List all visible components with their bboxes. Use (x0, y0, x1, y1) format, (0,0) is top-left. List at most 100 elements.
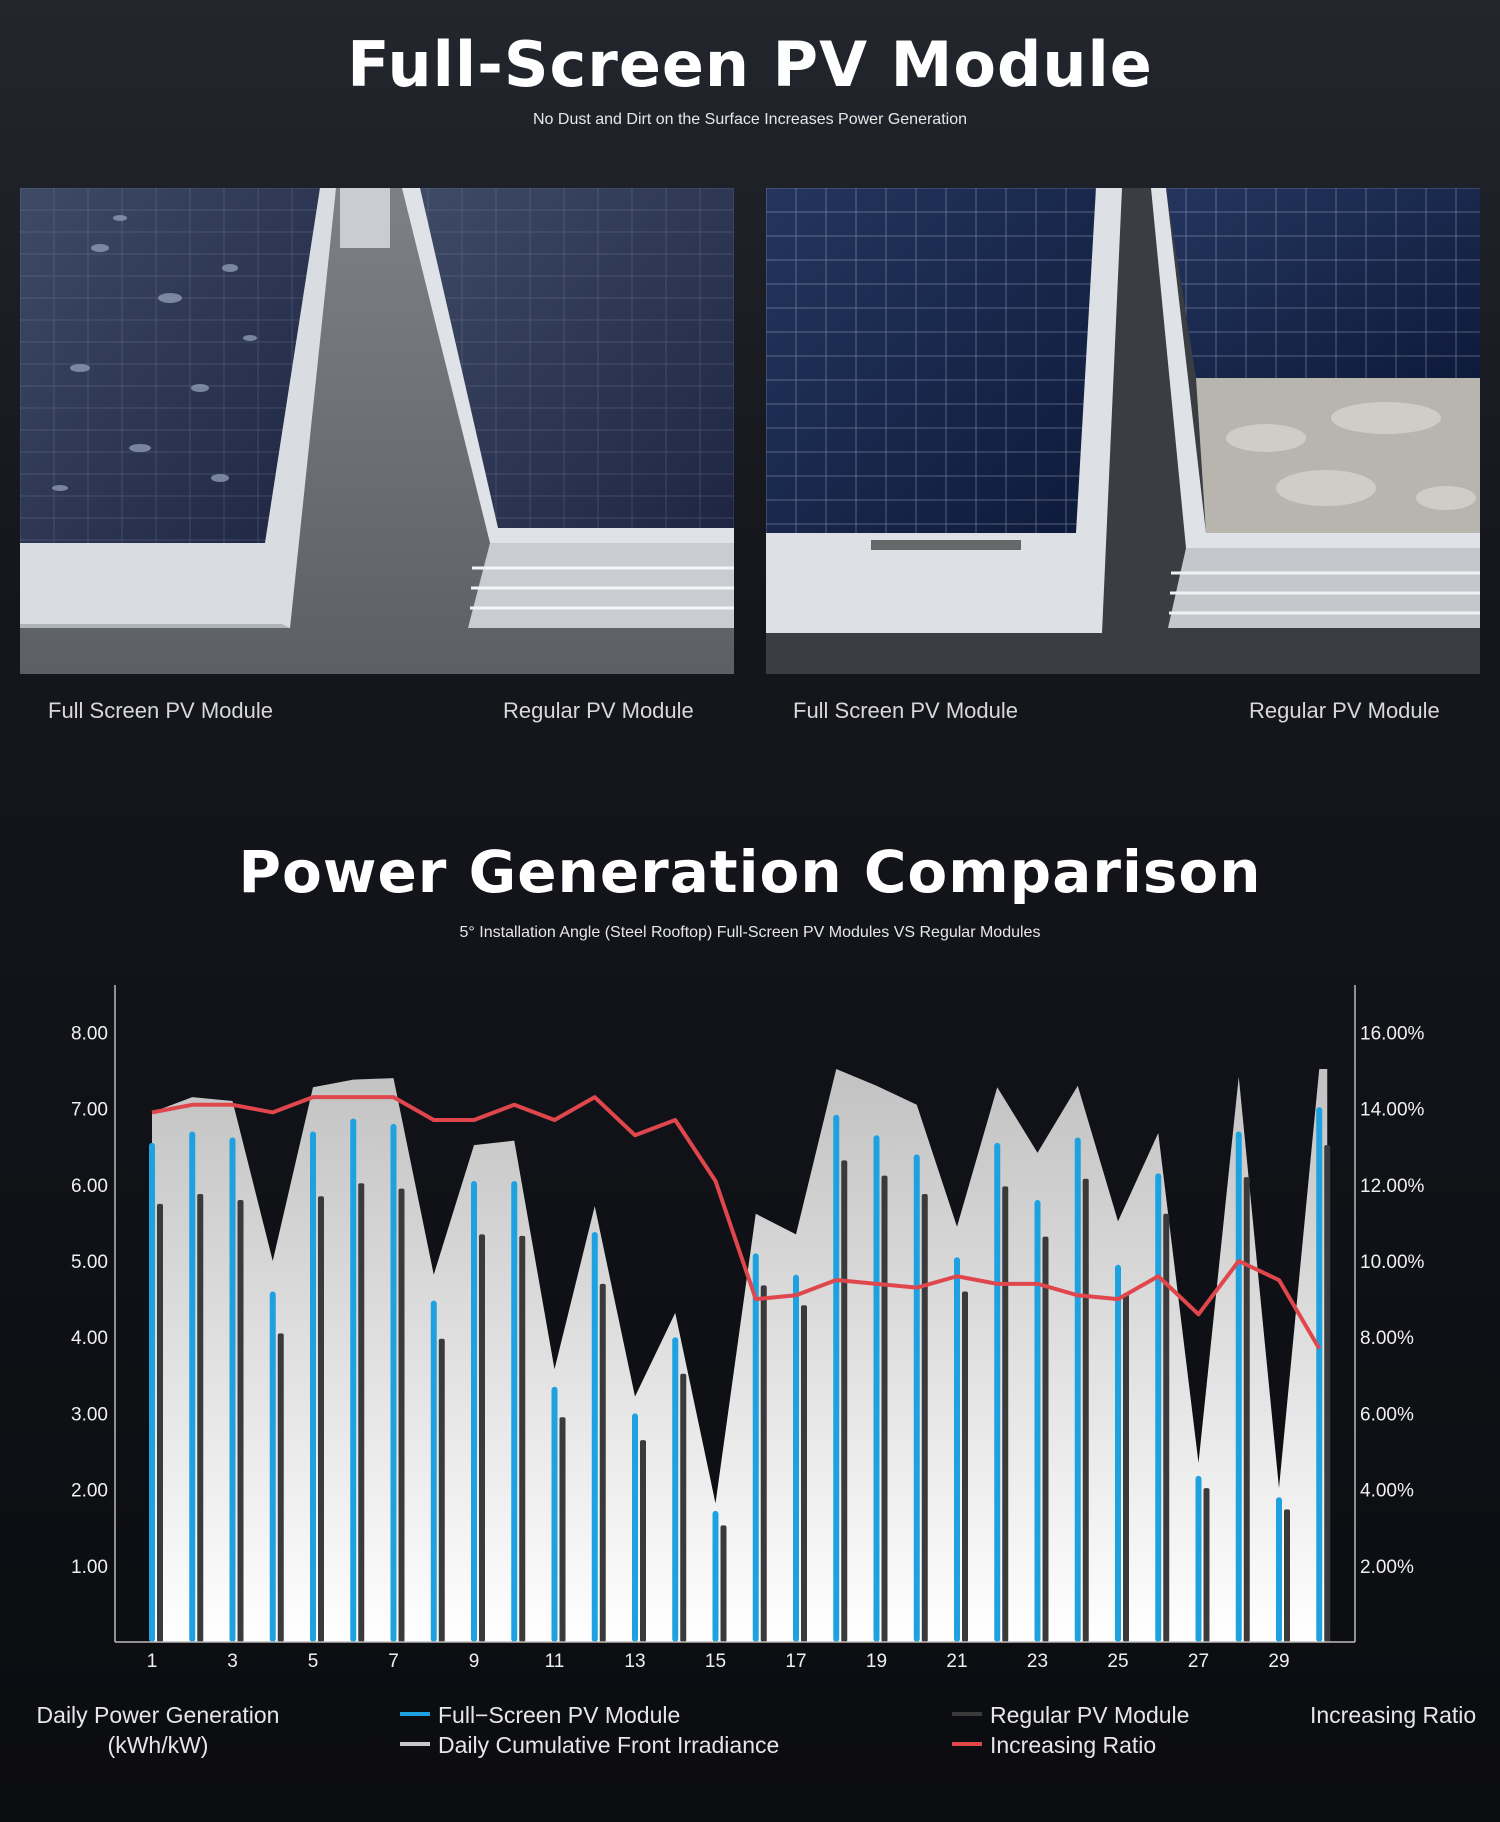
ratio-line (151, 1095, 1321, 1350)
right-tick-label: 10.00% (1360, 1252, 1425, 1273)
bar-regular (277, 1333, 284, 1642)
caption-full-screen-1: Full Screen PV Module (48, 698, 273, 723)
bar-full-screen (390, 1123, 397, 1642)
bar-full-screen (954, 1257, 960, 1642)
bar-full-screen (511, 1180, 518, 1642)
bar-full-screen (430, 1300, 437, 1642)
bar-full-screen (793, 1274, 799, 1642)
x-tick-label: 11 (545, 1651, 565, 1672)
bar-regular (1082, 1178, 1089, 1642)
x-tick-label: 29 (1268, 1651, 1289, 1672)
bar-full-screen (632, 1413, 638, 1642)
bar-regular (398, 1188, 405, 1642)
bar-full-screen (752, 1253, 759, 1642)
bar-regular (599, 1283, 606, 1642)
left-tick-label: 7.00 (71, 1100, 108, 1121)
legend-full-screen-swatch (400, 1711, 430, 1716)
bar-full-screen (350, 1118, 357, 1642)
bar-full-screen (833, 1114, 840, 1642)
right-tick-label: 12.00% (1360, 1176, 1425, 1197)
left-tick-label: 6.00 (71, 1176, 108, 1197)
legend-irradiance-swatch (400, 1741, 430, 1746)
bar-regular (841, 1160, 848, 1642)
bar-regular (1203, 1488, 1210, 1642)
left-axis-label-text: Daily Power Generation (kWh/kW) (36, 1702, 280, 1758)
caption-regular-1: Regular PV Module (503, 698, 694, 723)
comparison-subtitle: 5° Installation Angle (Steel Rooftop) Fu… (459, 924, 1041, 941)
legend-ratio-swatch (952, 1741, 982, 1746)
bar-full-screen (1195, 1475, 1202, 1642)
right-tick-label: 4.00% (1360, 1481, 1414, 1502)
bar-full-screen (1074, 1137, 1081, 1642)
bar-regular (1243, 1177, 1250, 1642)
bar-regular (921, 1193, 928, 1642)
bar-regular (760, 1285, 767, 1642)
bar-regular (1284, 1509, 1290, 1642)
x-tick-label: 25 (1107, 1651, 1128, 1672)
bar-full-screen (149, 1142, 155, 1642)
bar-regular (962, 1291, 968, 1642)
bar-regular (358, 1183, 365, 1642)
bar-regular (438, 1338, 445, 1642)
bar-regular (720, 1525, 727, 1642)
bar-full-screen (1235, 1131, 1242, 1642)
bar-full-screen (591, 1232, 598, 1642)
photo-rain-comparison (20, 188, 734, 674)
legend-regular: Regular PV Module (952, 1700, 1189, 1730)
legend-irradiance: Daily Cumulative Front Irradiance (400, 1730, 779, 1760)
x-tick-label: 13 (624, 1651, 645, 1672)
left-tick-label: 1.00 (71, 1557, 108, 1578)
bar-full-screen (471, 1180, 477, 1642)
bar-full-screen (310, 1131, 316, 1642)
legend-irradiance-label: Daily Cumulative Front Irradiance (438, 1732, 780, 1758)
right-tick-label: 16.00% (1360, 1023, 1425, 1044)
right-tick-label: 2.00% (1360, 1557, 1414, 1578)
bar-regular (1324, 1145, 1331, 1642)
bar-regular (197, 1193, 204, 1642)
x-tick-label: 21 (946, 1651, 967, 1672)
left-tick-label: 8.00 (71, 1023, 108, 1044)
x-tick-label: 9 (469, 1651, 480, 1672)
caption-regular-2: Regular PV Module (1249, 698, 1440, 723)
bar-regular (680, 1373, 687, 1642)
bar-regular (519, 1235, 526, 1642)
bar-regular (157, 1203, 163, 1642)
bar-full-screen (189, 1131, 196, 1642)
comparison-title: Power Generation Comparison (238, 838, 1262, 906)
page-subtitle: No Dust and Dirt on the Surface Increase… (533, 111, 967, 128)
x-tick-label: 7 (388, 1651, 399, 1672)
right-tick-label: 14.00% (1360, 1100, 1425, 1121)
x-tick-label: 3 (227, 1651, 238, 1672)
right-tick-label: 6.00% (1360, 1404, 1414, 1425)
x-tick-label: 5 (308, 1651, 319, 1672)
right-tick-label: 8.00% (1360, 1328, 1414, 1349)
x-tick-label: 23 (1027, 1651, 1048, 1672)
x-tick-label: 17 (785, 1651, 806, 1672)
photo-dust-comparison (766, 188, 1480, 674)
bar-regular (801, 1305, 807, 1642)
bar-full-screen (1155, 1173, 1162, 1642)
bar-regular (237, 1200, 244, 1642)
bar-full-screen (1115, 1264, 1121, 1642)
bar-regular (1123, 1293, 1129, 1642)
bar-full-screen (994, 1142, 1001, 1642)
x-tick-label: 27 (1188, 1651, 1209, 1672)
right-axis-label: Increasing Ratio (1310, 1702, 1477, 1728)
legend-regular-label: Regular PV Module (990, 1702, 1190, 1728)
legend-full-screen: Full−Screen PV Module (400, 1700, 680, 1730)
legend-ratio: Increasing Ratio (952, 1730, 1156, 1760)
bar-regular (1002, 1186, 1009, 1642)
legend-ratio-label: Increasing Ratio (990, 1732, 1157, 1758)
x-tick-label: 15 (705, 1651, 726, 1672)
bar-full-screen (712, 1510, 719, 1642)
page-title: Full-Screen PV Module (347, 28, 1153, 101)
bar-full-screen (1034, 1200, 1041, 1642)
irradiance-area (152, 1068, 1328, 1642)
left-axis-label: Daily Power Generation (kWh/kW) (28, 1700, 288, 1760)
left-tick-label: 2.00 (71, 1481, 108, 1502)
bar-full-screen (672, 1337, 679, 1642)
power-generation-chart: 1.00 2.00 3.00 4.00 5.00 6.00 7.00 8.00 2.00% 4.0… (71, 985, 1425, 1672)
legend-regular-swatch (952, 1711, 982, 1716)
bar-regular (559, 1417, 566, 1642)
left-tick-label: 5.00 (71, 1252, 108, 1273)
